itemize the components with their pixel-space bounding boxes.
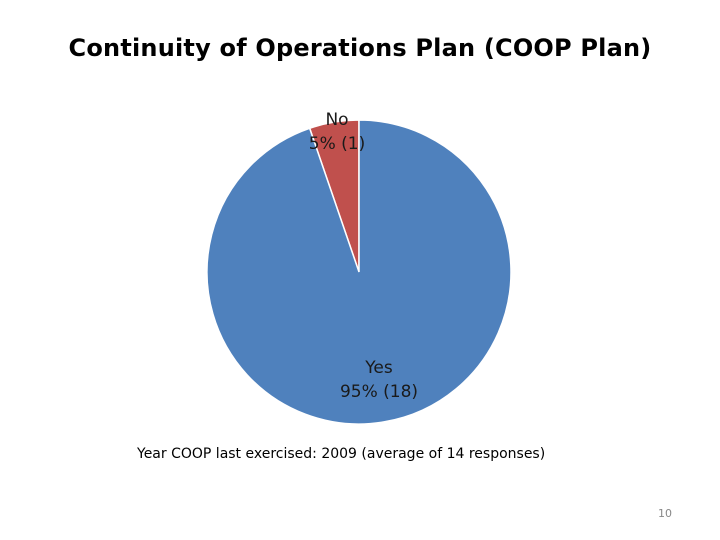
pie-labels: No 5% (1) Yes 95% (18) bbox=[309, 110, 418, 402]
slice-label-no: No bbox=[325, 110, 348, 130]
pie-slice-yes bbox=[206, 119, 512, 425]
slice-value-yes: 95% (18) bbox=[340, 382, 418, 402]
pie-slices bbox=[206, 119, 512, 425]
page-number: 10 bbox=[658, 507, 672, 520]
slice-label-yes: Yes bbox=[364, 358, 393, 378]
slide-title: Continuity of Operations Plan (COOP Plan… bbox=[68, 34, 652, 62]
slice-value-no: 5% (1) bbox=[309, 134, 365, 154]
coop-exercise-note: Year COOP last exercised: 2009 (average … bbox=[137, 446, 546, 462]
